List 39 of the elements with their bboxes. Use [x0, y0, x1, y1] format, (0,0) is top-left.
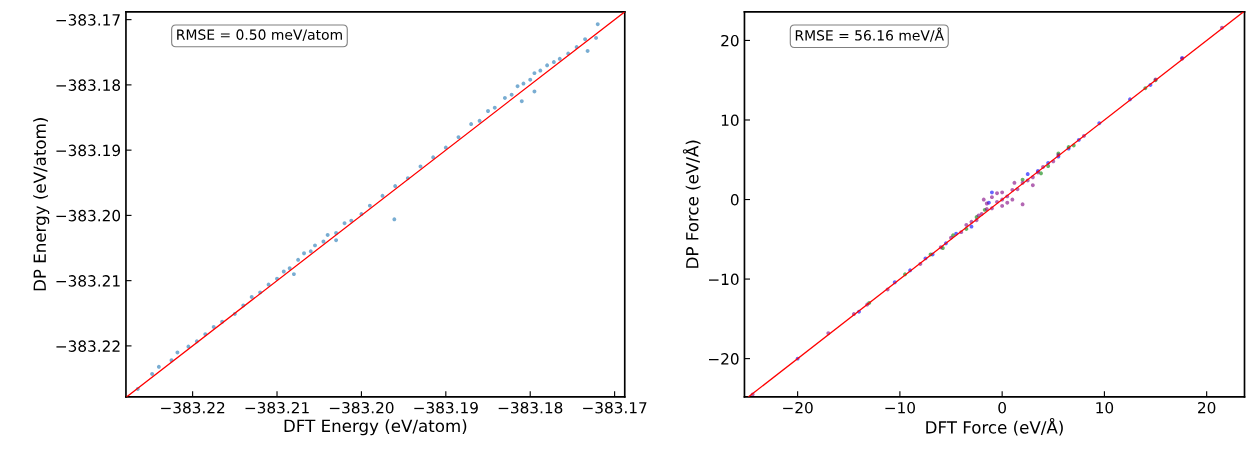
x-tick-label: −383.19 [414, 401, 478, 414]
x-tick-label: 0 [998, 401, 1006, 414]
point [1025, 172, 1030, 177]
point [1005, 200, 1010, 205]
point [1000, 190, 1005, 195]
x-axis-title: DFT Energy (eV/atom) [284, 419, 467, 436]
x-tick-label: −20 [783, 401, 813, 414]
y-tick-label: 20 [721, 34, 739, 47]
point [1012, 180, 1017, 185]
x-tick-label: 20 [1198, 401, 1216, 414]
point [989, 195, 994, 200]
y-tick-label: 0 [730, 193, 739, 206]
point [964, 223, 969, 227]
y-tick-label: −10 [708, 273, 739, 286]
y-tick-label: −383.21 [56, 275, 120, 287]
y-tick-label: −383.18 [56, 79, 121, 91]
y-tick-label: −20 [708, 353, 739, 365]
annotation: RMSE = 56.16 meV/Å [795, 27, 944, 42]
x-axis-title: DFT Force (eV/Å) [926, 417, 1063, 436]
x-tick-label: −10 [885, 401, 915, 414]
x-tick-label: −383.21 [245, 401, 309, 414]
point [1030, 183, 1035, 188]
x-tick-label: −383.20 [329, 401, 394, 414]
y-tick-label: −383.20 [56, 209, 121, 222]
point [989, 190, 994, 195]
x-tick-label: −383.22 [161, 401, 225, 414]
point [995, 191, 999, 196]
x-tick-label: −383.17 [583, 401, 647, 414]
y-axis-title: DP Energy (eV/atom) [33, 118, 50, 291]
point [1020, 202, 1025, 207]
y-tick-label: −383.22 [56, 340, 120, 352]
y-tick-label: −383.17 [56, 14, 120, 26]
x-tick-label: 10 [1096, 401, 1114, 414]
x-tick-label: −383.18 [498, 401, 563, 414]
y-tick-label: −383.19 [56, 144, 121, 157]
annotation: RMSE = 0.50 meV/atom [177, 29, 342, 41]
y-axis-title: DP Force (eV/Å) [682, 140, 701, 268]
point [1000, 203, 1005, 208]
y-tick-label: 10 [721, 114, 739, 127]
